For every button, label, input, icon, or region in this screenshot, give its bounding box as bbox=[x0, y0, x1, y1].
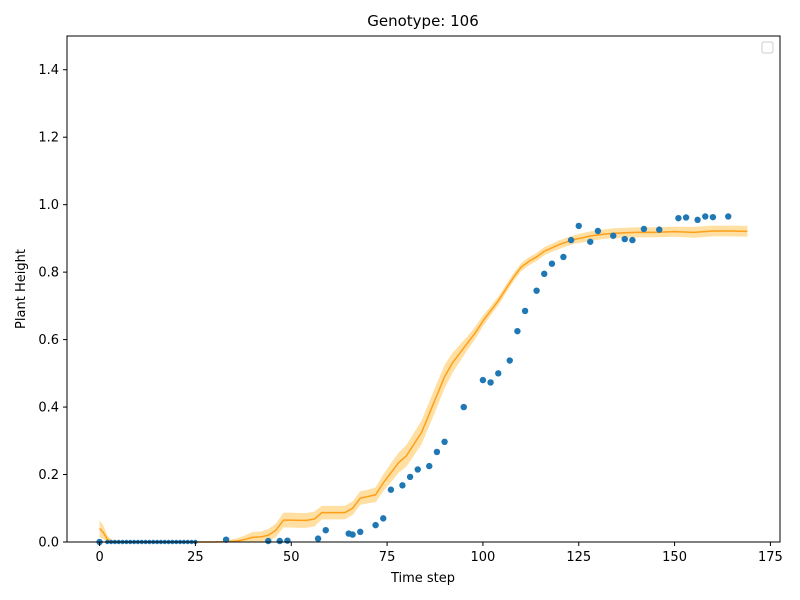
data-point bbox=[548, 260, 556, 267]
data-point bbox=[514, 327, 521, 335]
x-tick-label: 175 bbox=[758, 550, 783, 565]
x-tick-label: 100 bbox=[471, 550, 496, 565]
data-point bbox=[709, 213, 717, 221]
data-point bbox=[314, 535, 322, 542]
x-tick-label: 0 bbox=[95, 550, 103, 565]
data-point bbox=[541, 270, 548, 278]
data-point bbox=[506, 357, 513, 364]
x-axis-label: Time step bbox=[390, 571, 455, 586]
data-point bbox=[594, 227, 602, 235]
y-tick-label: 1.2 bbox=[38, 131, 59, 146]
y-axis-ticks: 0.0 0.2 0.4 0.6 0.8 1.0 1.2 1.4 bbox=[38, 63, 67, 551]
confidence-band bbox=[99, 225, 748, 542]
data-point bbox=[357, 528, 364, 536]
x-tick-label: 50 bbox=[283, 550, 300, 565]
chart-title: Genotype: 106 bbox=[367, 12, 479, 30]
plot-frame bbox=[66, 35, 781, 543]
y-tick-label: 1.0 bbox=[38, 198, 59, 213]
y-tick-label: 0.2 bbox=[38, 468, 59, 483]
data-point bbox=[656, 226, 663, 233]
data-point bbox=[587, 238, 594, 245]
data-point bbox=[610, 232, 617, 239]
y-tick-label: 0.8 bbox=[38, 266, 59, 281]
data-point bbox=[222, 536, 230, 543]
y-tick-label: 1.4 bbox=[38, 63, 59, 78]
data-point bbox=[349, 531, 356, 538]
observation-points-layer bbox=[96, 213, 732, 546]
x-tick-label: 25 bbox=[187, 550, 204, 565]
x-tick-label: 75 bbox=[379, 550, 396, 565]
data-point bbox=[414, 466, 421, 473]
y-tick-label: 0.6 bbox=[38, 333, 59, 348]
data-point bbox=[725, 213, 732, 220]
data-point bbox=[380, 515, 387, 522]
data-point bbox=[694, 216, 701, 224]
data-point bbox=[640, 225, 648, 233]
y-tick-label: 0.4 bbox=[38, 401, 59, 416]
data-point bbox=[495, 370, 502, 377]
data-point bbox=[675, 214, 682, 222]
data-point bbox=[621, 235, 628, 243]
data-point bbox=[487, 379, 494, 386]
fitted-line bbox=[99, 230, 748, 543]
data-point bbox=[426, 462, 433, 470]
data-point bbox=[441, 438, 448, 446]
data-point bbox=[406, 473, 414, 481]
x-tick-label: 150 bbox=[662, 550, 687, 565]
data-point bbox=[265, 537, 272, 545]
fitted-line-layer bbox=[99, 230, 748, 543]
data-point bbox=[399, 482, 406, 489]
data-point bbox=[276, 537, 283, 545]
data-point bbox=[567, 236, 575, 244]
data-point bbox=[702, 213, 709, 220]
data-point bbox=[433, 448, 441, 456]
data-point bbox=[533, 287, 540, 294]
data-point bbox=[387, 486, 395, 493]
data-point bbox=[629, 236, 636, 244]
data-point bbox=[560, 253, 567, 261]
data-point bbox=[372, 521, 379, 529]
confidence-band-layer bbox=[99, 225, 748, 542]
y-tick-label: 0.0 bbox=[38, 536, 59, 551]
x-axis-ticks: 0 25 50 75 100 125 150 175 bbox=[95, 542, 783, 565]
y-axis-label: Plant Height bbox=[14, 249, 29, 329]
data-point bbox=[460, 403, 467, 411]
data-point bbox=[682, 214, 690, 221]
data-point bbox=[521, 307, 529, 315]
x-tick-label: 125 bbox=[566, 550, 591, 565]
legend-box bbox=[761, 41, 774, 54]
data-point bbox=[479, 376, 487, 384]
data-point bbox=[322, 526, 329, 534]
data-point bbox=[284, 537, 291, 544]
data-point bbox=[575, 222, 582, 230]
